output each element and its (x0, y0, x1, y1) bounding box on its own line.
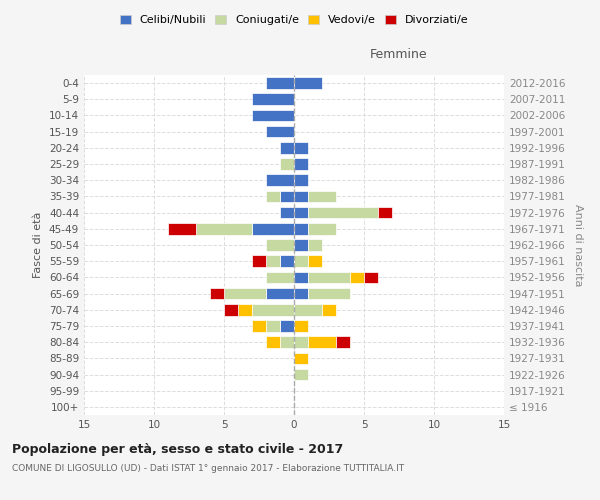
Bar (294, 158, 308, 170)
Bar (252, 256, 266, 267)
Bar (364, 272, 378, 283)
Bar (266, 272, 294, 283)
Bar (266, 126, 294, 138)
Bar (266, 190, 280, 202)
Bar (308, 239, 322, 251)
Bar (210, 288, 224, 300)
Bar (168, 223, 196, 234)
Bar (308, 223, 336, 234)
Bar (252, 223, 294, 234)
Bar (266, 239, 294, 251)
Bar (266, 78, 294, 89)
Bar (252, 320, 266, 332)
Bar (238, 304, 252, 316)
Bar (294, 78, 322, 89)
Bar (280, 320, 294, 332)
Bar (294, 272, 308, 283)
Bar (280, 158, 294, 170)
Y-axis label: Anni di nascita: Anni di nascita (572, 204, 583, 286)
Bar (294, 174, 308, 186)
Legend: Celibi/Nubili, Coniugati/e, Vedovi/e, Divorziati/e: Celibi/Nubili, Coniugati/e, Vedovi/e, Di… (115, 10, 473, 30)
Bar (308, 190, 336, 202)
Bar (224, 288, 266, 300)
Bar (294, 256, 308, 267)
Bar (336, 336, 350, 348)
Bar (294, 190, 308, 202)
Bar (252, 94, 294, 105)
Bar (280, 142, 294, 154)
Bar (252, 110, 294, 122)
Bar (308, 256, 322, 267)
Bar (294, 142, 308, 154)
Bar (294, 223, 308, 234)
Bar (294, 239, 308, 251)
Bar (294, 320, 308, 332)
Text: Popolazione per età, sesso e stato civile - 2017: Popolazione per età, sesso e stato civil… (12, 442, 343, 456)
Bar (294, 368, 308, 380)
Bar (308, 288, 350, 300)
Bar (196, 223, 252, 234)
Bar (266, 320, 280, 332)
Bar (224, 304, 238, 316)
Bar (350, 272, 364, 283)
Bar (378, 207, 392, 218)
Bar (252, 304, 294, 316)
Bar (266, 256, 280, 267)
Y-axis label: Fasce di età: Fasce di età (34, 212, 43, 278)
Bar (294, 207, 308, 218)
Bar (294, 304, 322, 316)
Bar (308, 272, 350, 283)
Text: Femmine: Femmine (370, 48, 428, 62)
Bar (266, 174, 294, 186)
Bar (280, 256, 294, 267)
Bar (294, 336, 308, 348)
Bar (294, 288, 308, 300)
Bar (280, 207, 294, 218)
Bar (280, 190, 294, 202)
Text: COMUNE DI LIGOSULLO (UD) - Dati ISTAT 1° gennaio 2017 - Elaborazione TUTTITALIA.: COMUNE DI LIGOSULLO (UD) - Dati ISTAT 1°… (12, 464, 404, 473)
Bar (266, 288, 294, 300)
Bar (294, 352, 308, 364)
Bar (308, 207, 378, 218)
Bar (322, 304, 336, 316)
Bar (266, 336, 280, 348)
Bar (308, 336, 336, 348)
Bar (280, 336, 294, 348)
